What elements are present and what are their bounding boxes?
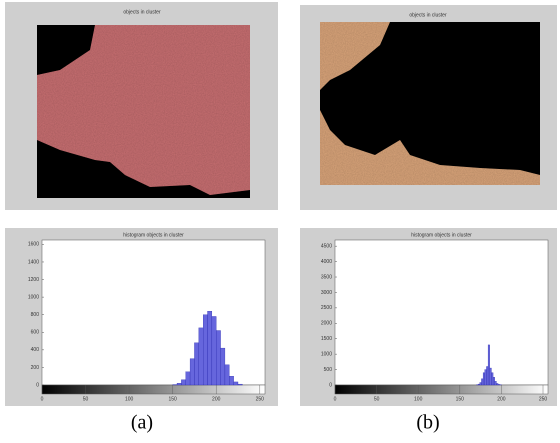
y-tick-label: 3000 (321, 290, 332, 296)
histogram-bar (486, 366, 488, 385)
histogram-bar (221, 348, 225, 385)
histogram-bar (478, 384, 480, 385)
histogram-bar (483, 373, 485, 385)
x-tick-label: 50 (374, 396, 380, 402)
histogram-bar (194, 343, 198, 385)
x-tick-label: 250 (539, 396, 548, 402)
caption: (a) (131, 412, 153, 434)
x-tick-label: 0 (41, 396, 44, 402)
x-tick-label: 0 (334, 396, 337, 402)
histogram-bar (181, 380, 185, 385)
y-tick-label: 1500 (321, 336, 332, 342)
y-tick-label: 4500 (321, 243, 332, 249)
x-tick-label: 100 (414, 396, 423, 402)
y-tick-label: 3500 (321, 274, 332, 280)
y-tick-label: 1400 (28, 259, 39, 265)
y-tick-label: 200 (31, 365, 40, 371)
histogram-bar (488, 345, 490, 385)
histogram-bar (212, 316, 216, 385)
y-tick-label: 4000 (321, 259, 332, 265)
image-title: objects in cluster (409, 12, 447, 18)
x-tick-label: 50 (83, 396, 89, 402)
y-tick-label: 0 (36, 382, 39, 388)
histogram-bar (238, 384, 242, 385)
histogram-bar (208, 311, 212, 385)
histogram-bar (216, 331, 220, 385)
histogram-bar (234, 382, 238, 385)
x-tick-label: 200 (497, 396, 506, 402)
x-tick-label: 250 (256, 396, 265, 402)
histogram-bar (186, 372, 190, 385)
image-title: objects in cluster (123, 9, 161, 15)
x-tick-label: 150 (168, 396, 177, 402)
y-tick-label: 500 (324, 367, 333, 373)
y-tick-label: 1200 (28, 277, 39, 283)
y-tick-label: 400 (31, 347, 40, 353)
plot-area (335, 240, 548, 385)
histogram-bar (190, 359, 194, 385)
caption: (b) (416, 412, 439, 434)
histogram-bar (203, 315, 207, 385)
histogram-bar (229, 376, 233, 385)
histogram-bar (495, 381, 497, 385)
colorbar (335, 385, 548, 394)
histogram-bar (490, 368, 492, 385)
histogram-bar (485, 370, 487, 385)
plot-area (42, 240, 265, 385)
y-tick-label: 2000 (321, 321, 332, 327)
y-tick-label: 1000 (28, 294, 39, 300)
histogram-bar (177, 383, 181, 385)
histogram-bar (496, 383, 498, 385)
y-tick-label: 0 (329, 382, 332, 388)
x-tick-label: 150 (456, 396, 465, 402)
histogram-bar (493, 377, 495, 385)
y-tick-label: 2500 (321, 305, 332, 311)
histogram-bar (225, 365, 229, 385)
y-tick-label: 600 (31, 330, 40, 336)
charts: histogram objects in cluster 0 200 400 600 80… (28, 232, 548, 402)
histogram-bar (480, 383, 482, 385)
histogram-bar (498, 384, 500, 385)
histogram-bar (481, 379, 483, 385)
histogram-bar (491, 373, 493, 385)
chart-title: histogram objects in cluster (411, 232, 472, 238)
x-tick-label: 100 (125, 396, 134, 402)
y-tick-label: 1000 (321, 351, 332, 357)
histogram-bar (199, 328, 203, 385)
y-tick-label: 1600 (28, 242, 39, 248)
y-tick-label: 800 (31, 312, 40, 318)
x-tick-label: 200 (212, 396, 221, 402)
chart-title: histogram objects in cluster (123, 232, 184, 238)
colorbar (42, 385, 265, 394)
